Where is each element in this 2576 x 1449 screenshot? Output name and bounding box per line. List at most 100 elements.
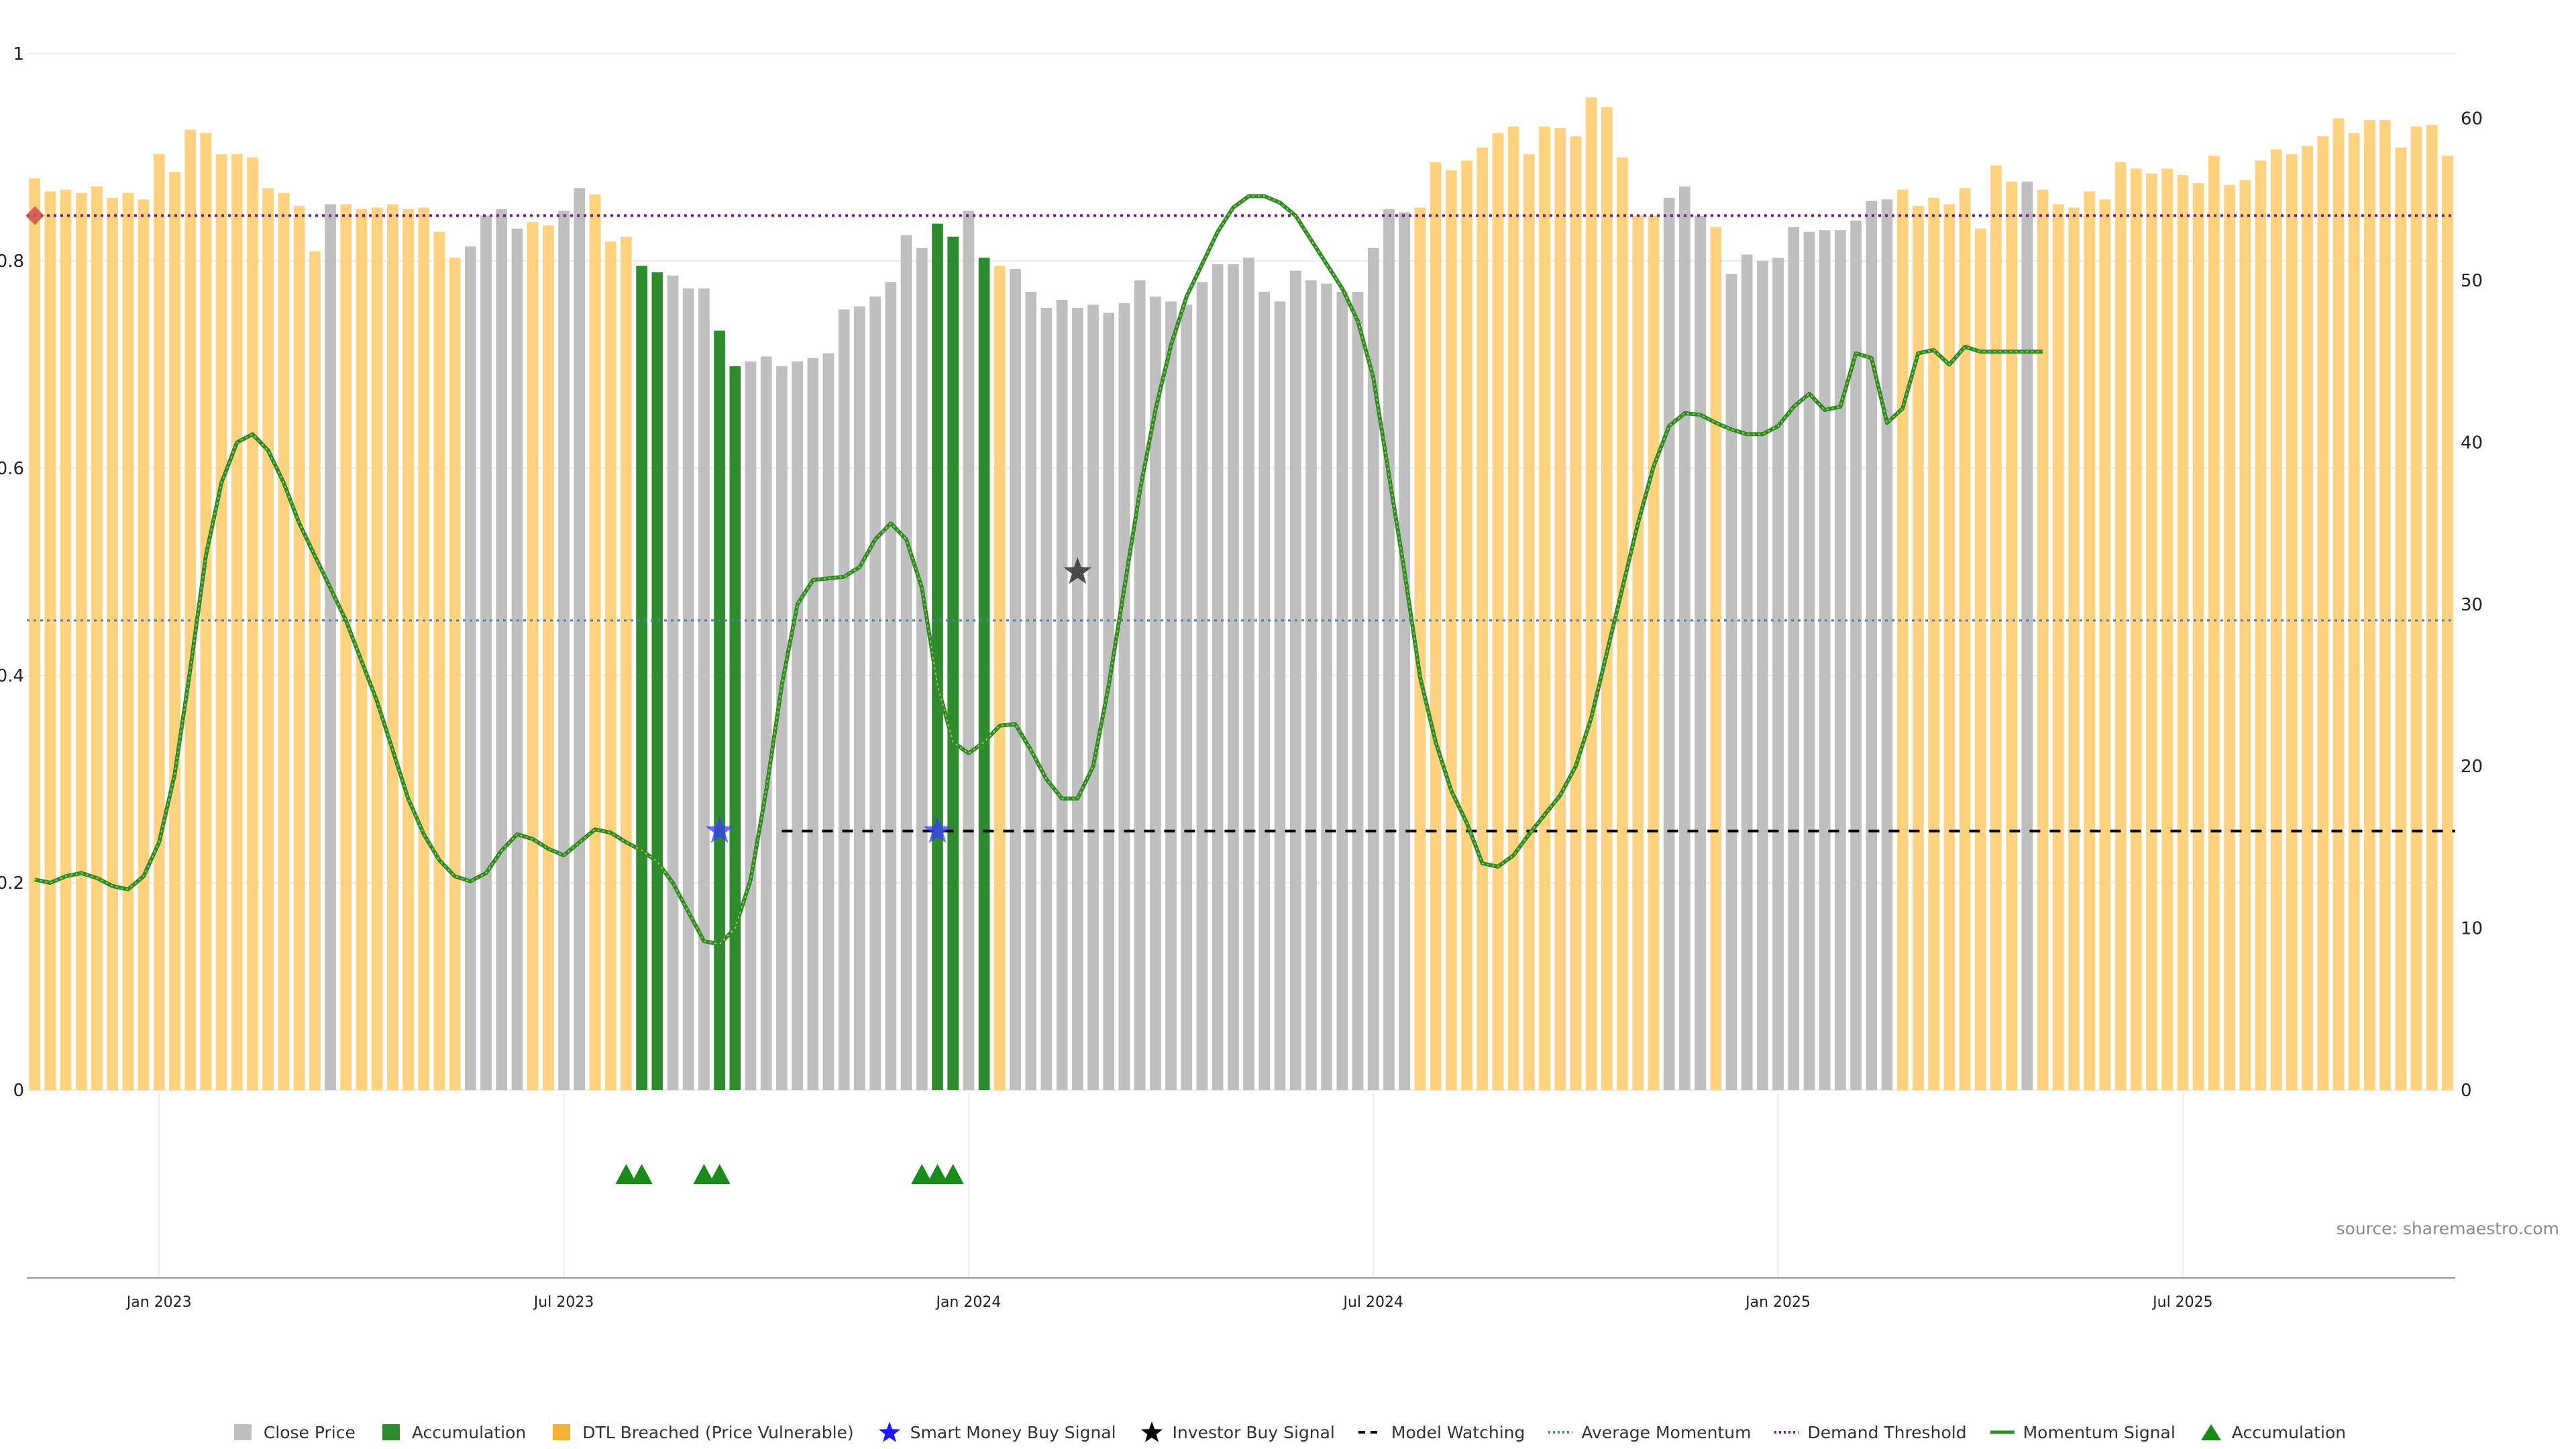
accumulation-bar bbox=[714, 330, 725, 1090]
x-tick-label: Jul 2023 bbox=[533, 1294, 594, 1311]
close-price-bar bbox=[1725, 274, 1737, 1090]
legend-label: DTL Breached (Price Vulnerable) bbox=[582, 1422, 854, 1442]
dtl-breached-bar bbox=[184, 129, 197, 1090]
dtl-breached-bar bbox=[433, 231, 445, 1090]
close-price-bar bbox=[1695, 215, 1706, 1090]
bar-series bbox=[29, 97, 2453, 1090]
dtl-breached-bar bbox=[293, 205, 305, 1090]
close-price-bar bbox=[1196, 282, 1208, 1090]
close-price-bar bbox=[1399, 212, 1411, 1090]
accumulation-triangle bbox=[631, 1164, 653, 1184]
dtl-breached-bar bbox=[1477, 148, 1489, 1090]
legend-label: Average Momentum bbox=[1581, 1422, 1752, 1442]
accumulation-bar bbox=[947, 236, 959, 1090]
close-price-bar bbox=[1305, 280, 1317, 1090]
dtl-breached-bar bbox=[2208, 156, 2220, 1090]
dtl-breached-bar bbox=[2286, 154, 2298, 1090]
close-price-bar bbox=[1087, 305, 1099, 1090]
dtl-breached-bar bbox=[2052, 204, 2064, 1090]
dtl-breached-bar bbox=[1554, 128, 1566, 1090]
close-price-bar bbox=[1866, 201, 1878, 1090]
close-price-bar bbox=[1352, 291, 1364, 1090]
dtl-breached-bar bbox=[543, 225, 554, 1090]
dtl-breached-bar bbox=[1445, 170, 1457, 1090]
close-price-bar bbox=[1367, 248, 1379, 1090]
close-price-bar bbox=[776, 366, 788, 1090]
accumulation-triangle bbox=[708, 1164, 731, 1184]
close-price-bar bbox=[760, 356, 772, 1090]
momentum-signal-highlight bbox=[34, 195, 2043, 945]
legend-square-icon bbox=[382, 1424, 400, 1440]
close-price-bar bbox=[807, 358, 819, 1090]
close-price-bar bbox=[838, 309, 850, 1090]
legend-label: Investor Buy Signal bbox=[1172, 1422, 1335, 1442]
gridlines bbox=[27, 53, 2455, 1278]
close-price-bar bbox=[1772, 258, 1784, 1090]
dtl-breached-bar bbox=[60, 189, 72, 1090]
close-price-bar bbox=[667, 275, 679, 1090]
signal-markers bbox=[25, 206, 1092, 1184]
dtl-breached-bar bbox=[2348, 133, 2360, 1090]
close-price-bar bbox=[511, 228, 523, 1090]
accumulation-bar bbox=[932, 223, 943, 1090]
close-price-bar bbox=[1678, 186, 1690, 1090]
legend-label: Accumulation bbox=[2231, 1422, 2347, 1442]
close-price-bar bbox=[1383, 209, 1395, 1090]
dtl-breached-bar bbox=[2239, 180, 2251, 1090]
dtl-breached-bar bbox=[247, 157, 258, 1090]
close-price-bar bbox=[1803, 231, 1815, 1090]
close-price-bar bbox=[574, 188, 586, 1090]
dtl-breached-bar bbox=[169, 172, 180, 1090]
dtl-breached-bar bbox=[1943, 204, 1955, 1090]
close-price-bar bbox=[869, 297, 881, 1090]
accumulation-triangle bbox=[615, 1164, 637, 1184]
close-price-bar bbox=[1118, 303, 1130, 1090]
dtl-breached-bar bbox=[2224, 184, 2235, 1090]
dtl-breached-bar bbox=[75, 193, 87, 1090]
dtl-breached-bar bbox=[2255, 160, 2267, 1090]
dtl-breached-bar bbox=[340, 204, 352, 1090]
dtl-breached-bar bbox=[107, 197, 118, 1090]
dtl-breached-bar bbox=[1710, 227, 1722, 1090]
close-price-bar bbox=[1056, 299, 1068, 1090]
dtl-breached-bar bbox=[1492, 133, 1504, 1090]
close-price-bar bbox=[1103, 313, 1115, 1090]
close-price-bar bbox=[1819, 230, 1831, 1090]
close-price-bar bbox=[1336, 291, 1348, 1090]
legend-item: Accumulation bbox=[378, 1421, 526, 1444]
x-tick-label: Jul 2025 bbox=[2151, 1294, 2213, 1311]
source-note: source: sharemaestro.com bbox=[2337, 1219, 2560, 1238]
left-tick-label: 0.6 bbox=[0, 459, 24, 479]
dtl-breached-bar bbox=[418, 207, 430, 1090]
dtl-breached-bar bbox=[2161, 168, 2174, 1090]
close-price-bar bbox=[1071, 308, 1083, 1090]
x-tick-label: Jul 2024 bbox=[1342, 1294, 1403, 1311]
dtl-breached-bar bbox=[1959, 188, 1971, 1090]
close-price-bar bbox=[1788, 227, 1800, 1090]
legend-item: Accumulation bbox=[2198, 1421, 2346, 1444]
legend-label: Close Price bbox=[263, 1422, 356, 1442]
right-tick-label: 0 bbox=[2461, 1081, 2472, 1101]
close-price-bar bbox=[1850, 220, 1862, 1090]
dtl-breached-bar bbox=[1601, 107, 1613, 1090]
dtl-breached-bar bbox=[2177, 175, 2189, 1090]
dtl-breached-bar bbox=[1430, 162, 1442, 1090]
x-tick-label: Jan 2025 bbox=[1744, 1294, 1811, 1311]
accumulation-bar bbox=[978, 258, 990, 1090]
dtl-breached-bar bbox=[1648, 215, 1660, 1090]
close-price-bar bbox=[1165, 301, 1177, 1090]
close-price-bar bbox=[1010, 269, 1021, 1090]
right-tick-label: 30 bbox=[2461, 595, 2483, 615]
close-price-bar bbox=[1212, 264, 1224, 1090]
close-price-bar bbox=[558, 211, 570, 1090]
close-price-bar bbox=[1289, 270, 1301, 1090]
legend-triangle-icon bbox=[2200, 1424, 2221, 1440]
dtl-breached-bar bbox=[1990, 165, 2002, 1090]
line-series bbox=[27, 194, 2455, 947]
dtl-breached-bar bbox=[1539, 126, 1550, 1090]
right-tick-label: 10 bbox=[2461, 919, 2483, 939]
legend-line-icon bbox=[1990, 1430, 2015, 1434]
dtl-breached-bar bbox=[402, 209, 414, 1090]
dtl-breached-bar bbox=[200, 133, 212, 1090]
legend-item: Demand Threshold bbox=[1774, 1421, 1967, 1444]
